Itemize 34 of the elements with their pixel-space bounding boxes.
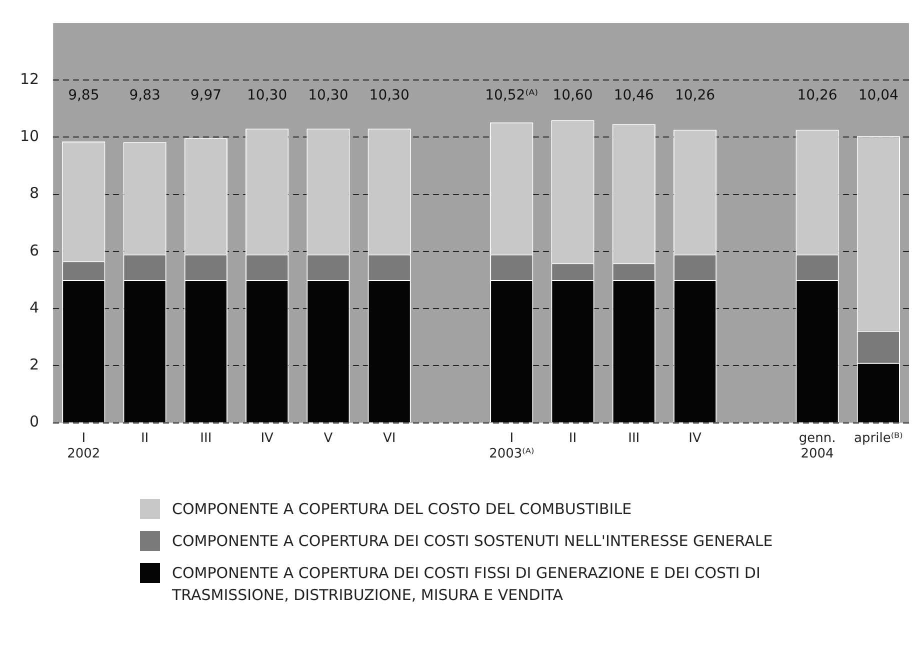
- total-label: 10,04: [858, 88, 899, 104]
- x-tick-label: IV: [688, 430, 702, 446]
- x-tick-label: VI: [382, 430, 396, 446]
- x-tick-label: IV: [260, 430, 274, 446]
- total-label: 10,26: [797, 88, 838, 104]
- x-tick-label: III: [628, 430, 640, 446]
- total-label: 10,30: [308, 88, 348, 104]
- x-tick-label: I 2002: [67, 430, 100, 462]
- x-tick-label: I 2003⁽ᴬ⁾: [489, 430, 534, 462]
- total-label: 9,85: [68, 88, 100, 104]
- legend-label: COMPONENTE A COPERTURA DEI COSTI SOSTENUTI NELL'INTERESSE GENERALE: [172, 531, 773, 552]
- total-label: 10,30: [247, 88, 288, 104]
- y-tick-label: 12: [20, 70, 40, 88]
- x-tick-label: genn. 2004: [798, 430, 836, 462]
- total-label: 10,60: [552, 88, 593, 104]
- y-tick-label: 2: [30, 356, 40, 374]
- total-label: 10,26: [674, 88, 716, 104]
- x-tick-label: aprile⁽ᴮ⁾: [854, 430, 903, 446]
- y-tick-label: 8: [30, 184, 40, 202]
- total-label: 10,52⁽ᴬ⁾: [485, 88, 538, 104]
- x-tick-label: II: [140, 430, 149, 446]
- total-label: 10,30: [369, 88, 410, 104]
- total-label: 10,46: [614, 88, 654, 104]
- legend-label: COMPONENTE A COPERTURA DEL COSTO DEL COMBUSTIBILE: [172, 499, 632, 520]
- total-label: 9,97: [190, 88, 222, 104]
- y-tick-label: 4: [30, 298, 40, 316]
- total-label: 9,83: [129, 88, 160, 104]
- x-tick-label: III: [200, 430, 212, 446]
- y-tick-label: 10: [20, 127, 40, 146]
- x-tick-label: V: [324, 430, 333, 446]
- x-tick-label: II: [568, 430, 577, 446]
- legend-label: COMPONENTE A COPERTURA DEI COSTI FISSI DI GENERAZIONE E DEI COSTI DI TRASMISSIONE, DISTRIBUZIONE, MISURA E VENDITA: [172, 563, 762, 606]
- y-tick-label: 6: [30, 241, 40, 260]
- y-tick-label: 0: [30, 412, 40, 431]
